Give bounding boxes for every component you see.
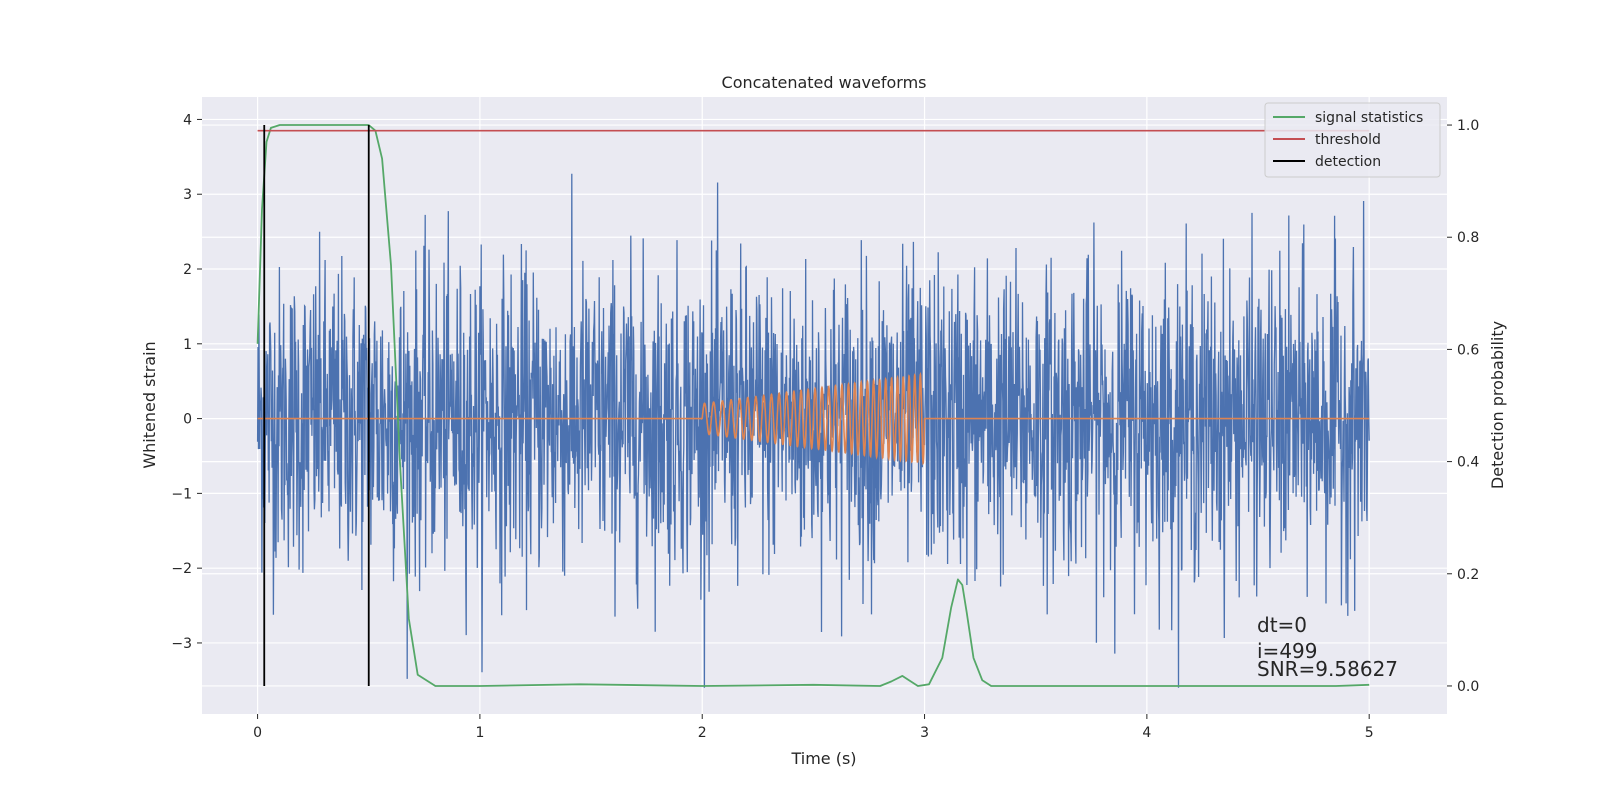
x-tick-label: 4 — [1142, 725, 1151, 741]
legend-label-signal-statistics: signal statistics — [1315, 110, 1423, 126]
y2-tick-label: 0.0 — [1457, 679, 1479, 695]
y2-axis-label: Detection probability — [1488, 321, 1507, 489]
legend-label-detection: detection — [1315, 154, 1381, 170]
y-tick-label: −1 — [171, 486, 192, 502]
x-axis-label: Time (s) — [790, 749, 856, 768]
signal-statistics-line — [256, 124, 1370, 687]
y-tick-label: 3 — [183, 187, 192, 203]
y-axis-label: Whitened strain — [140, 341, 159, 468]
annotation-snr: SNR=9.58627 — [1257, 657, 1398, 681]
axis-ticks: 0 1 2 3 4 5 −3 −2 −1 0 1 2 3 4 0.0 0.2 0.4 0.6 0.8 1.0 — [171, 112, 1479, 741]
signal-statistics-series — [256, 124, 1370, 687]
y2-tick-label: 1.0 — [1457, 118, 1479, 134]
x-tick-label: 5 — [1365, 725, 1374, 741]
legend-box — [1264, 102, 1441, 178]
y-tick-label: 4 — [183, 112, 192, 128]
chirp-series — [257, 371, 1370, 466]
y2-tick-label: 0.6 — [1457, 342, 1479, 358]
x-tick-label: 0 — [253, 725, 262, 741]
x-tick-label: 3 — [920, 725, 929, 741]
y2-tick-label: 0.8 — [1457, 230, 1479, 246]
legend-label-threshold: threshold — [1315, 132, 1381, 148]
annotation-dt: dt=0 — [1257, 613, 1307, 637]
chirp-line — [257, 371, 1370, 466]
detection-series — [263, 125, 370, 686]
y2-tick-label: 0.4 — [1457, 455, 1479, 471]
y-tick-label: 0 — [183, 412, 192, 428]
y-tick-label: −3 — [171, 636, 192, 652]
y-tick-label: 2 — [183, 262, 192, 278]
y-tick-label: −2 — [171, 561, 192, 577]
x-tick-label: 2 — [698, 725, 707, 741]
annotation-index: i=499 — [1257, 639, 1318, 663]
chart-title: Concatenated waveforms — [722, 73, 927, 92]
legend: signal statistics threshold detection — [1264, 102, 1441, 178]
x-tick-label: 1 — [475, 725, 484, 741]
y-tick-label: 1 — [183, 337, 192, 353]
y2-tick-label: 0.2 — [1457, 567, 1479, 583]
